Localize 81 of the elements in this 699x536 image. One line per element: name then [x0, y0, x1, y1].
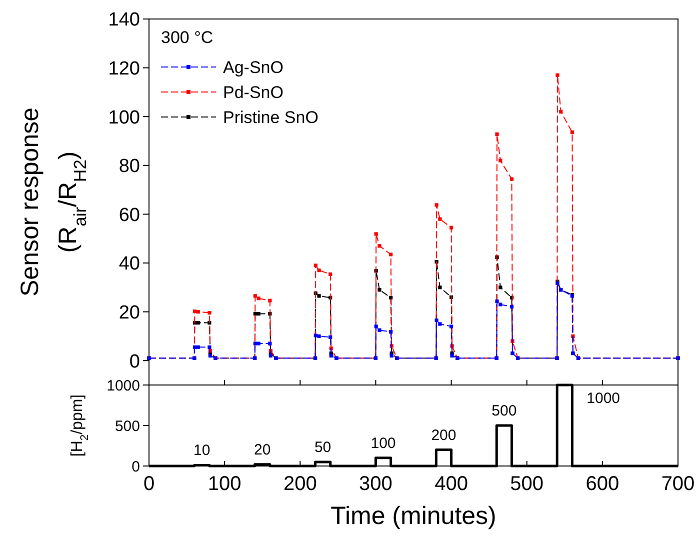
- point: [449, 324, 454, 328]
- point: [196, 320, 200, 325]
- point: [559, 110, 563, 114]
- point: [449, 226, 454, 230]
- annotation: 10: [194, 442, 210, 460]
- point: [378, 244, 382, 248]
- annotation: 500: [492, 402, 517, 420]
- point: [390, 354, 394, 358]
- point: [196, 345, 200, 349]
- x-tick-label: 100: [208, 473, 242, 495]
- point: [450, 354, 454, 358]
- point: [498, 286, 502, 290]
- point: [192, 310, 197, 314]
- point: [378, 328, 382, 332]
- point: [438, 286, 442, 290]
- annotation: 200: [431, 426, 456, 444]
- point: [510, 177, 514, 181]
- point: [389, 252, 393, 256]
- point: [314, 264, 318, 268]
- point: [374, 324, 378, 328]
- x-tick-label: 400: [434, 473, 468, 495]
- point: [434, 203, 438, 207]
- point: [256, 296, 260, 300]
- point: [389, 330, 393, 334]
- point: [208, 354, 212, 358]
- y-tick-label: 120: [108, 58, 140, 80]
- point: [268, 298, 272, 302]
- y-tick-label: 0: [132, 458, 140, 476]
- annotation: 20: [254, 441, 271, 458]
- x-tick-label: 0: [143, 473, 155, 495]
- point: [317, 268, 321, 272]
- point: [510, 304, 514, 308]
- x-tick-label: 600: [586, 473, 620, 495]
- x-axis-title: Time (minutes): [330, 502, 496, 530]
- point: [253, 294, 257, 298]
- point: [438, 217, 442, 221]
- point: [317, 294, 321, 298]
- y-tick-label: 80: [118, 156, 140, 178]
- x-tick-label: 300: [359, 473, 392, 495]
- y-tick-label: 60: [118, 204, 140, 226]
- point: [268, 354, 272, 358]
- legend-label: Pd-SnO: [223, 82, 284, 102]
- y-tick-label: 20: [118, 302, 140, 324]
- point: [256, 312, 260, 316]
- x-tick-label: 200: [283, 473, 317, 495]
- point: [438, 322, 442, 326]
- point: [317, 334, 321, 338]
- point: [434, 318, 438, 322]
- x-tick-label: 500: [510, 473, 544, 495]
- point: [192, 345, 197, 349]
- x-tick-label: 700: [661, 473, 695, 495]
- point: [374, 232, 378, 236]
- annotation: 1000: [586, 390, 620, 407]
- annotation: 100: [370, 434, 396, 452]
- point: [495, 300, 499, 304]
- point: [329, 354, 333, 358]
- legend-label: Ag-SnO: [223, 58, 284, 77]
- annotation: 50: [314, 438, 332, 456]
- point: [268, 342, 272, 346]
- point: [196, 310, 200, 314]
- y-tick-label: 140: [108, 10, 140, 31]
- y-tick-label: 1000: [106, 377, 140, 394]
- point: [208, 345, 212, 349]
- y-tick-label: 0: [129, 351, 140, 372]
- point: [556, 73, 560, 77]
- point: [498, 302, 502, 306]
- point: [328, 335, 332, 339]
- legend-title: 300 °C: [161, 28, 214, 47]
- legend-label: Pristine SnO: [223, 108, 318, 127]
- point: [208, 310, 212, 315]
- point: [314, 334, 318, 338]
- y-tick-label: 500: [114, 418, 140, 435]
- point: [256, 342, 260, 346]
- point: [495, 132, 499, 136]
- y-tick-label: 40: [118, 254, 140, 275]
- point: [253, 342, 257, 346]
- point: [378, 288, 382, 292]
- point: [570, 130, 574, 134]
- y-tick-label: 100: [108, 107, 140, 128]
- point: [498, 158, 502, 162]
- point: [328, 272, 332, 276]
